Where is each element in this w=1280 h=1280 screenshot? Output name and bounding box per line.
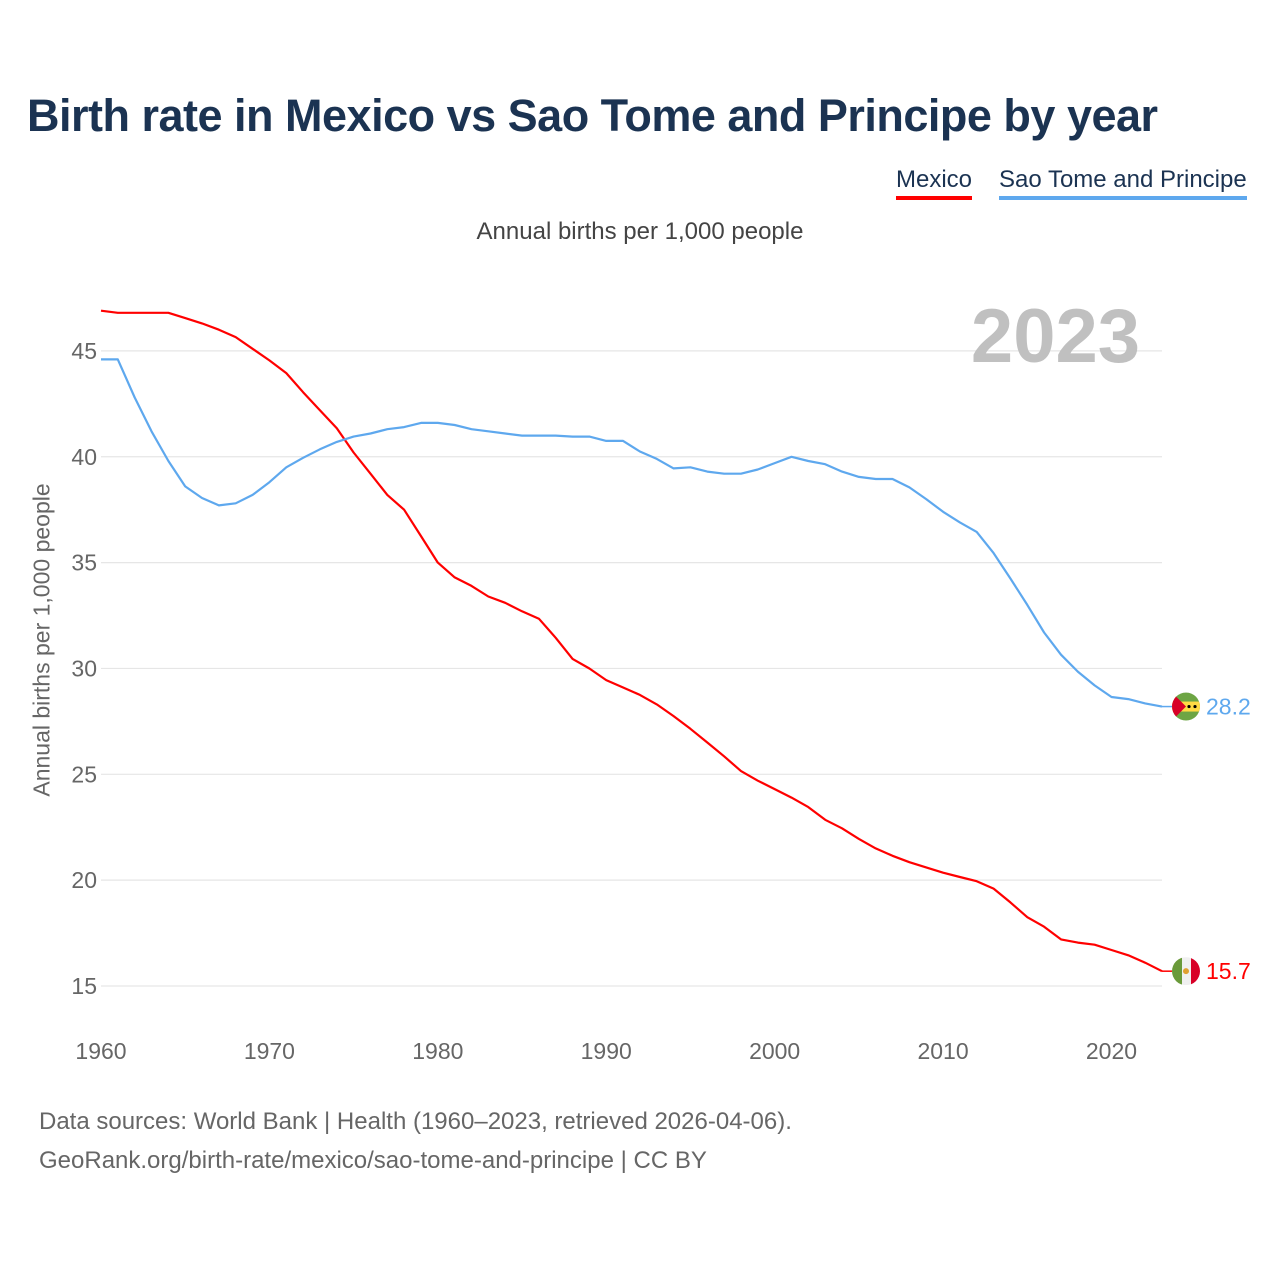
chart-title: Birth rate in Mexico vs Sao Tome and Pri… [27, 90, 1158, 141]
x-tick-label: 2010 [917, 1038, 968, 1064]
x-tick-label: 2020 [1086, 1038, 1137, 1064]
chart-subtitle: Annual births per 1,000 people [476, 218, 804, 245]
x-tick-label: 1990 [581, 1038, 632, 1064]
end-value-label: 28.2 [1206, 694, 1251, 720]
legend-mexico[interactable]: Mexico [896, 166, 973, 200]
end-value-label: 15.7 [1206, 958, 1251, 984]
data-source-text: Data sources: World Bank | Health (1960–… [39, 1108, 792, 1135]
y-tick-label: 35 [71, 550, 97, 576]
y-tick-label: 15 [71, 973, 97, 999]
y-tick-label: 30 [71, 655, 97, 681]
year-watermark: 2023 [971, 294, 1140, 379]
series-line-mexico[interactable] [100, 309, 1163, 973]
x-tick-label: 1970 [244, 1038, 295, 1064]
y-tick-label: 45 [71, 338, 97, 364]
sao-tome-flag-icon [1172, 692, 1200, 721]
y-tick-label: 20 [71, 867, 97, 893]
legend-sao-tome[interactable]: Sao Tome and Principe [999, 166, 1247, 200]
y-tick-label: 25 [71, 761, 97, 787]
y-tick-label: 40 [71, 444, 97, 470]
source-link[interactable]: GeoRank.org/birth-rate/mexico/sao-tome-a… [39, 1147, 707, 1174]
mexico-flag-icon [1172, 957, 1200, 986]
x-tick-label: 1960 [75, 1038, 126, 1064]
x-tick-label: 1980 [412, 1038, 463, 1064]
x-tick-label: 2000 [749, 1038, 800, 1064]
series-line-sao-tome[interactable] [101, 358, 1163, 708]
